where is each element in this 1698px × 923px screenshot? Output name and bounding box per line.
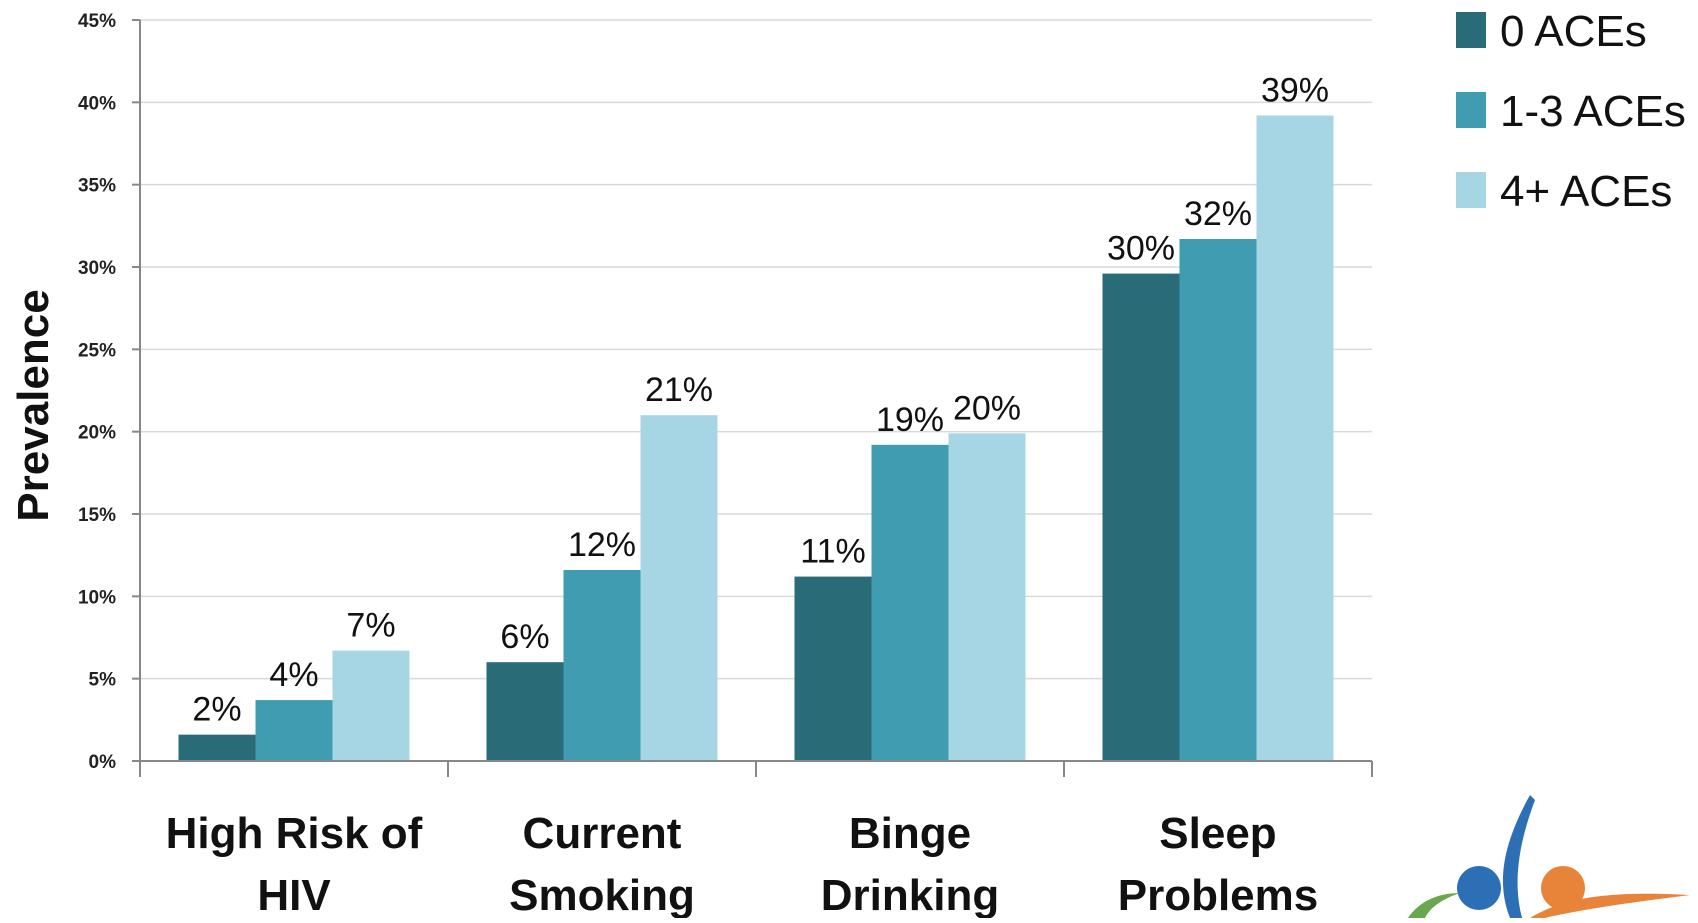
bar	[563, 569, 641, 761]
x-category-label: Smoking	[509, 871, 695, 918]
logo-blue-head	[1457, 866, 1501, 910]
data-label: 21%	[645, 371, 713, 409]
bars	[178, 115, 1334, 762]
data-label: 11%	[800, 533, 866, 571]
y-tick-label: 35%	[78, 176, 116, 197]
data-label: 4%	[269, 656, 318, 694]
people-figures-logo-icon	[1408, 795, 1690, 918]
legend: 0 ACEs 1-3 ACEs 4+ ACEs	[1456, 7, 1686, 216]
data-label: 30%	[1107, 230, 1175, 268]
x-category-label: Drinking	[821, 871, 999, 918]
bar	[178, 734, 256, 761]
data-label: 32%	[1184, 195, 1252, 233]
x-category-label: Binge	[849, 809, 971, 858]
bar	[486, 662, 564, 761]
data-label: 6%	[500, 618, 549, 656]
legend-swatch	[1456, 12, 1486, 48]
y-tick-label: 25%	[78, 340, 116, 361]
logo-blue-swoosh	[1502, 795, 1535, 918]
bar	[1102, 273, 1180, 761]
bar	[640, 415, 718, 761]
gridlines	[140, 19, 1372, 680]
x-category-label: Current	[523, 809, 682, 858]
logo-orange-head	[1541, 866, 1585, 910]
data-label: 39%	[1261, 72, 1329, 110]
labels: 0% 5% 10% 15% 20% 25% 30% 35% 40% 45% Prevalence 2%…	[9, 11, 1329, 920]
y-axis-title: Prevalence	[9, 289, 58, 521]
y-tick-label: 20%	[78, 423, 116, 444]
y-tick-label: 30%	[78, 258, 116, 279]
bar	[332, 650, 410, 761]
bar	[1256, 115, 1334, 762]
axes	[132, 19, 1373, 777]
bar	[794, 576, 872, 761]
logo-orange-swoosh	[1530, 893, 1690, 918]
legend-label: 1-3 ACEs	[1500, 87, 1686, 136]
x-category-label: High Risk of	[166, 809, 423, 858]
y-tick-label: 45%	[78, 11, 116, 32]
data-label: 2%	[192, 691, 241, 729]
x-category-label: HIV	[257, 871, 331, 918]
y-tick-label: 15%	[78, 505, 116, 526]
legend-label: 0 ACEs	[1500, 7, 1647, 56]
y-tick-label: 0%	[89, 752, 117, 773]
bar	[1179, 239, 1257, 762]
data-label: 19%	[876, 401, 944, 439]
bar	[948, 433, 1026, 761]
bar	[255, 700, 333, 761]
data-label: 12%	[568, 526, 636, 564]
bar	[871, 444, 949, 761]
y-tick-label: 10%	[78, 587, 116, 608]
data-label: 7%	[346, 607, 395, 645]
data-label: 20%	[953, 389, 1021, 427]
legend-swatch	[1456, 92, 1486, 128]
legend-label: 4+ ACEs	[1500, 167, 1672, 216]
logo-green-swoosh	[1408, 893, 1460, 918]
legend-swatch	[1456, 172, 1486, 208]
x-category-label: Problems	[1118, 871, 1319, 918]
y-tick-label: 5%	[89, 670, 117, 691]
x-category-label: Sleep	[1159, 809, 1276, 858]
y-tick-label: 40%	[78, 93, 116, 114]
